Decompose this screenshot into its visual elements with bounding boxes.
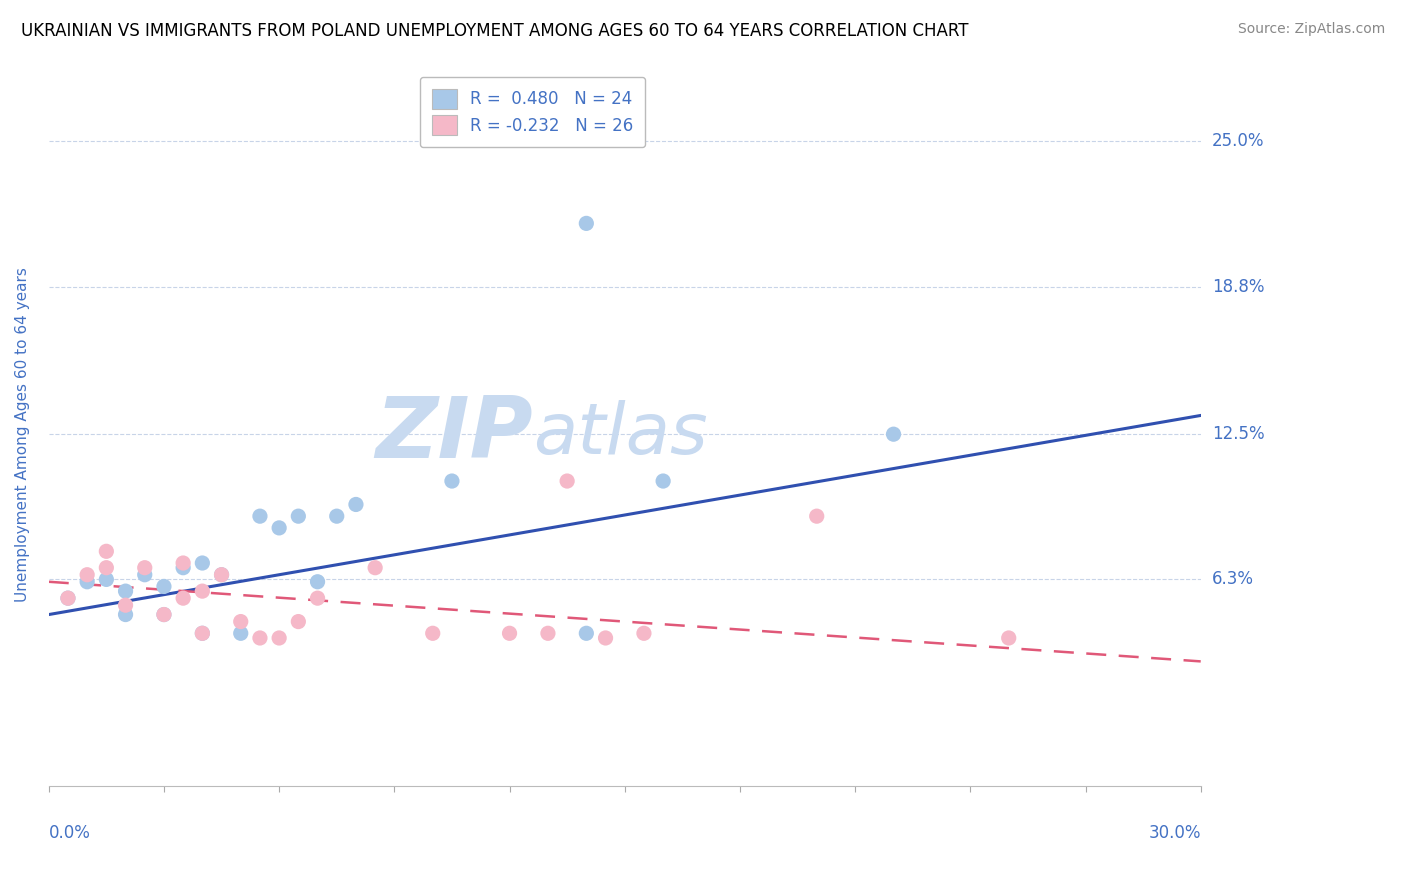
Point: [134, 560, 156, 574]
Point: [269, 631, 291, 645]
Text: Source: ZipAtlas.com: Source: ZipAtlas.com: [1237, 22, 1385, 37]
Point: [153, 607, 176, 622]
Point: [172, 556, 194, 570]
Point: [229, 615, 252, 629]
Point: [575, 626, 598, 640]
Point: [997, 631, 1019, 645]
Point: [114, 607, 136, 622]
Point: [191, 556, 214, 570]
Legend: R =  0.480   N = 24, R = -0.232   N = 26: R = 0.480 N = 24, R = -0.232 N = 26: [420, 77, 645, 147]
Point: [249, 631, 271, 645]
Point: [211, 567, 233, 582]
Point: [806, 509, 828, 524]
Text: 25.0%: 25.0%: [1212, 132, 1264, 151]
Text: 6.3%: 6.3%: [1212, 570, 1254, 589]
Point: [287, 509, 309, 524]
Point: [537, 626, 560, 640]
Point: [172, 560, 194, 574]
Text: ZIP: ZIP: [375, 392, 533, 475]
Y-axis label: Unemployment Among Ages 60 to 64 years: Unemployment Among Ages 60 to 64 years: [15, 267, 30, 601]
Point: [575, 216, 598, 230]
Point: [229, 626, 252, 640]
Point: [883, 427, 905, 442]
Text: atlas: atlas: [533, 400, 707, 468]
Point: [633, 626, 655, 640]
Point: [595, 631, 617, 645]
Point: [56, 591, 79, 606]
Point: [114, 598, 136, 612]
Point: [191, 626, 214, 640]
Text: UKRAINIAN VS IMMIGRANTS FROM POLAND UNEMPLOYMENT AMONG AGES 60 TO 64 YEARS CORRE: UKRAINIAN VS IMMIGRANTS FROM POLAND UNEM…: [21, 22, 969, 40]
Point: [134, 567, 156, 582]
Text: 30.0%: 30.0%: [1149, 824, 1201, 842]
Point: [498, 626, 520, 640]
Point: [326, 509, 349, 524]
Point: [287, 615, 309, 629]
Point: [56, 591, 79, 606]
Text: 0.0%: 0.0%: [49, 824, 90, 842]
Text: 12.5%: 12.5%: [1212, 425, 1264, 443]
Point: [555, 474, 578, 488]
Point: [422, 626, 444, 640]
Point: [440, 474, 463, 488]
Point: [96, 573, 118, 587]
Point: [307, 574, 329, 589]
Point: [172, 591, 194, 606]
Point: [191, 584, 214, 599]
Point: [211, 567, 233, 582]
Point: [249, 509, 271, 524]
Point: [269, 521, 291, 535]
Text: 18.8%: 18.8%: [1212, 277, 1264, 295]
Point: [307, 591, 329, 606]
Point: [76, 567, 98, 582]
Point: [76, 574, 98, 589]
Point: [96, 544, 118, 558]
Point: [153, 607, 176, 622]
Point: [114, 584, 136, 599]
Point: [652, 474, 675, 488]
Point: [96, 560, 118, 574]
Point: [191, 626, 214, 640]
Point: [153, 579, 176, 593]
Point: [364, 560, 387, 574]
Point: [344, 498, 367, 512]
